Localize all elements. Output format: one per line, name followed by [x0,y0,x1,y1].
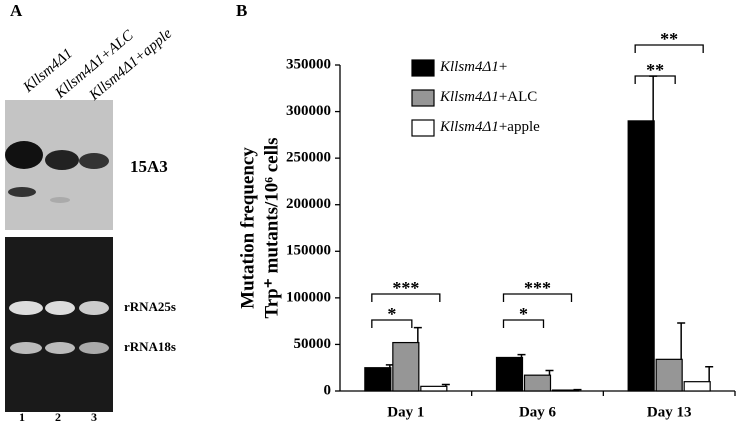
y-axis-title: Mutation frequency [237,147,258,309]
band [79,153,109,169]
bar [495,356,524,392]
y-tick-label: 50000 [294,336,332,352]
band [10,342,42,354]
rrna-label: rRNA18s [124,339,176,354]
significance-label: ** [646,60,664,80]
significance-bracket [371,319,413,328]
y-tick-label: 200000 [286,196,331,212]
band [50,197,70,203]
band [5,141,43,169]
probe-label: 15A3 [130,157,168,176]
rrna-label: rRNA25s [124,299,176,314]
x-tick-label: Day 13 [647,404,692,420]
bar [551,389,580,392]
y-axis-title: Trp⁺ mutants/10⁶ cells [261,137,282,318]
bar [392,341,420,392]
band [9,301,43,315]
panel-label: B [236,1,247,20]
y-tick-label: 0 [324,382,332,398]
x-tick-label: Day 6 [519,404,557,420]
rrna-gel [5,237,113,412]
band [45,342,75,354]
significance-label: * [387,304,396,324]
significance-label: *** [392,278,419,298]
bar [627,120,655,392]
significance-bracket [634,44,704,53]
band [45,301,75,315]
bar [364,367,392,392]
significance-label: ** [660,29,678,49]
lane-number: 3 [91,410,97,424]
error-bar [649,75,658,121]
band [79,342,109,354]
lane-number: 1 [19,410,25,424]
significance-bracket [634,75,676,84]
y-tick-label: 150000 [286,243,331,259]
significance-label: *** [524,278,551,298]
significance-label: * [519,304,528,324]
significance-bracket [502,319,545,328]
legend-label: Kllsm4Δ1+ [439,59,507,75]
legend-swatch [411,89,435,107]
lane-number: 2 [55,410,61,424]
bar [420,385,448,392]
y-tick-label: 350000 [286,56,331,72]
band [45,150,79,170]
legend-swatch [411,119,435,137]
y-tick-label: 100000 [286,289,331,305]
legend-swatch [411,59,435,77]
band [79,301,109,315]
error-bar [705,366,714,382]
significance-bracket [371,293,441,302]
band [8,187,36,197]
legend-label: Kllsm4Δ1+ALC [439,89,537,105]
x-tick-label: Day 1 [387,404,424,420]
y-tick-label: 300000 [286,103,331,119]
y-tick-label: 250000 [286,150,331,166]
bar [523,374,552,392]
error-bar [545,369,554,376]
bar [655,358,683,392]
panel-label: A [10,1,23,20]
legend-label: Kllsm4Δ1+apple [439,119,540,135]
significance-bracket [502,293,573,302]
error-bar [413,326,422,343]
error-bar [677,322,686,360]
bar [683,381,711,392]
